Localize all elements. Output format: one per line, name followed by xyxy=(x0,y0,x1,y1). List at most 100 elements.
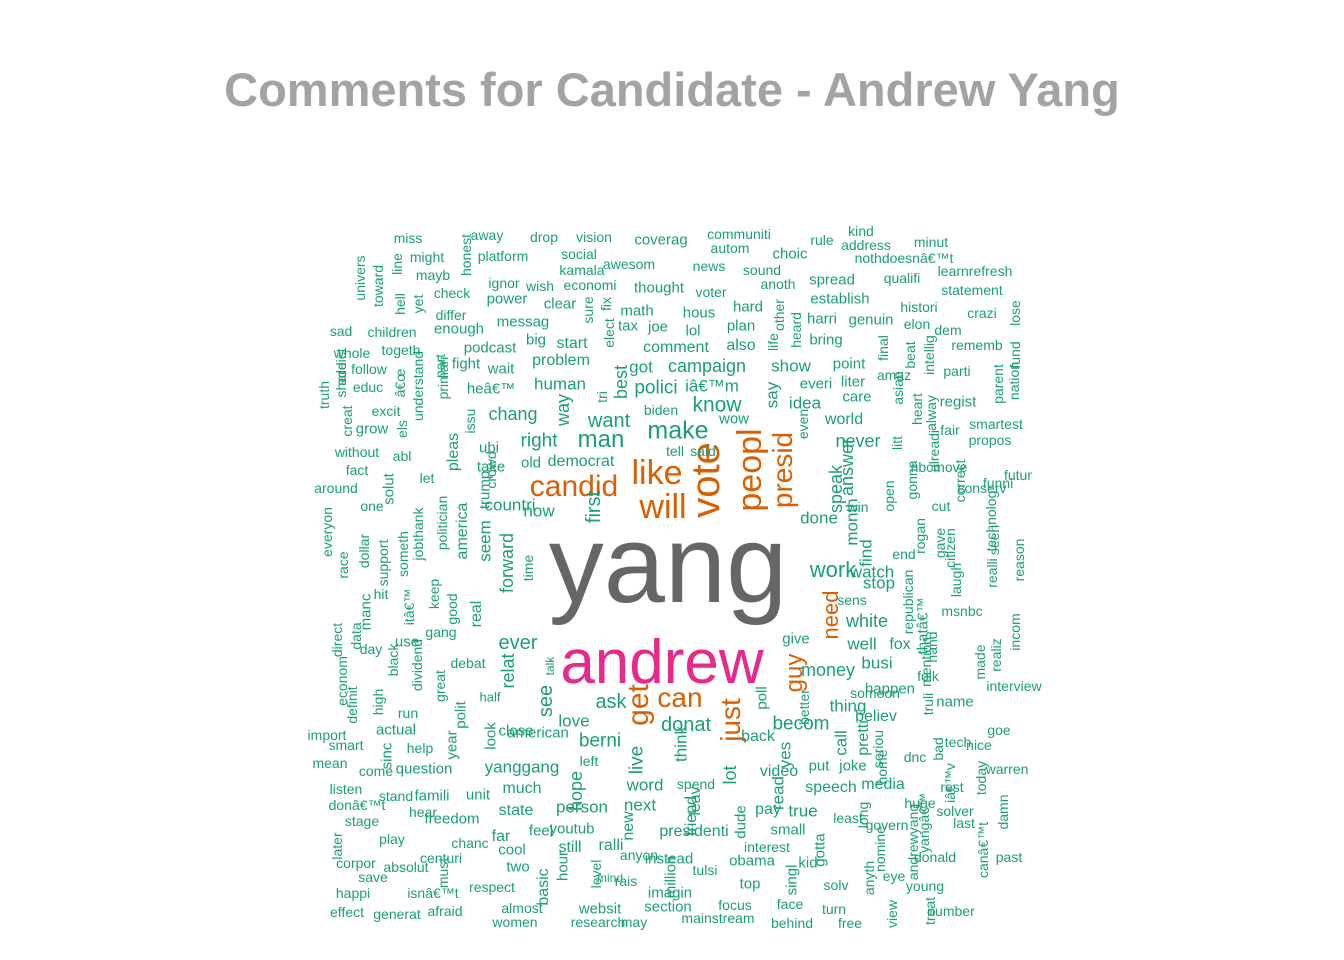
word-302: stand xyxy=(378,788,414,804)
word-216: white xyxy=(845,611,889,631)
word-159: democrat xyxy=(547,453,615,470)
word-175: first xyxy=(583,490,605,524)
word-69: children xyxy=(367,324,417,340)
word-207: itâ€™ xyxy=(401,588,417,626)
word-58: messag xyxy=(496,313,550,331)
word-84: final xyxy=(875,335,891,361)
word-36: news xyxy=(692,258,726,274)
word-314: solver xyxy=(936,803,974,819)
word-131: grow xyxy=(355,420,389,438)
word-200: end xyxy=(892,546,916,562)
word-51: clear xyxy=(543,295,577,313)
word-186: america xyxy=(454,502,471,560)
word-205: hit xyxy=(373,586,389,602)
word-235: busi xyxy=(861,653,893,673)
word-271: back xyxy=(741,728,775,745)
word-244: see xyxy=(535,684,557,718)
word-220: direct xyxy=(329,622,345,658)
word-340: ralli xyxy=(598,837,624,854)
word-152: old xyxy=(520,454,542,472)
word-242: folk xyxy=(917,668,939,684)
word-248: happen xyxy=(864,680,916,698)
word-202: realli xyxy=(984,558,1000,588)
word-232: relat xyxy=(498,653,518,689)
word-135: wow xyxy=(718,410,750,428)
word-346: two xyxy=(506,858,530,876)
word-114: polici xyxy=(634,377,678,399)
word-28: platform xyxy=(477,248,529,264)
word-157: fact xyxy=(345,462,369,478)
word-134: want xyxy=(587,410,631,432)
word-247: someon xyxy=(850,685,900,701)
word-95: show xyxy=(771,356,811,376)
word-360: anyth xyxy=(861,860,877,896)
word-0: yang xyxy=(548,503,788,626)
word-19: rule xyxy=(810,232,834,248)
word-223: use xyxy=(394,633,420,651)
word-140: fair xyxy=(940,422,960,438)
word-37: sound xyxy=(742,262,782,278)
word-383: afraid xyxy=(427,903,463,919)
word-110: primari xyxy=(435,356,451,400)
word-306: rest xyxy=(940,779,964,795)
word-266: year xyxy=(443,730,461,760)
word-14: away xyxy=(470,227,504,243)
word-63: harri xyxy=(806,310,838,328)
word-81: also xyxy=(726,337,756,354)
word-341: interest xyxy=(744,839,790,855)
word-251: polit xyxy=(452,701,470,729)
word-147: propos xyxy=(968,432,1012,448)
word-53: fix xyxy=(598,297,614,311)
word-88: whole xyxy=(333,345,371,361)
word-108: â€œ xyxy=(392,368,408,398)
word-100: wait xyxy=(487,360,515,378)
word-3: like xyxy=(631,454,683,492)
word-5: will xyxy=(639,488,687,526)
word-130: creat xyxy=(339,405,355,437)
word-90: podcast xyxy=(463,339,517,357)
word-195: support xyxy=(375,539,391,587)
word-99: fight xyxy=(451,355,481,373)
word-239: definit xyxy=(344,686,360,724)
word-29: social xyxy=(561,246,597,262)
word-129: regist xyxy=(939,393,977,411)
word-387: mainstream xyxy=(681,910,755,926)
word-283: live xyxy=(626,745,648,775)
word-382: generat xyxy=(373,906,421,922)
word-293: word xyxy=(626,775,664,795)
word-237: made xyxy=(972,644,988,680)
word-101: amaz xyxy=(876,367,912,383)
word-249: name xyxy=(936,693,974,711)
word-178: now xyxy=(523,501,555,521)
word-166: around xyxy=(314,480,358,496)
word-349: instead xyxy=(644,850,694,868)
word-50: power xyxy=(486,290,528,308)
word-148: without xyxy=(334,444,380,460)
word-113: best xyxy=(611,364,631,400)
word-344: absolut xyxy=(383,859,429,875)
word-35: awesom xyxy=(602,256,656,272)
word-67: lose xyxy=(1007,300,1023,326)
word-78: start xyxy=(556,335,588,352)
word-104: truth xyxy=(316,380,332,410)
word-30: autom xyxy=(710,240,750,256)
word-222: day xyxy=(359,641,383,657)
word-33: mayb xyxy=(415,267,451,283)
word-181: cut xyxy=(931,498,951,514)
word-229: dividend xyxy=(409,638,425,692)
word-75: heard xyxy=(788,312,804,348)
word-378: view xyxy=(884,899,900,929)
word-103: nation xyxy=(1006,361,1022,401)
word-259: love xyxy=(558,711,590,731)
word-303: famili xyxy=(414,787,450,805)
word-15: drop xyxy=(529,229,559,245)
word-362: save xyxy=(358,869,388,885)
word-281: question xyxy=(395,760,453,778)
word-31: choic xyxy=(772,245,808,263)
word-291: come xyxy=(358,763,394,779)
word-72: joe xyxy=(647,318,669,336)
word-21: address xyxy=(841,237,891,253)
word-389: free xyxy=(837,915,863,931)
word-300: media xyxy=(861,776,905,793)
word-368: solv xyxy=(823,877,849,893)
